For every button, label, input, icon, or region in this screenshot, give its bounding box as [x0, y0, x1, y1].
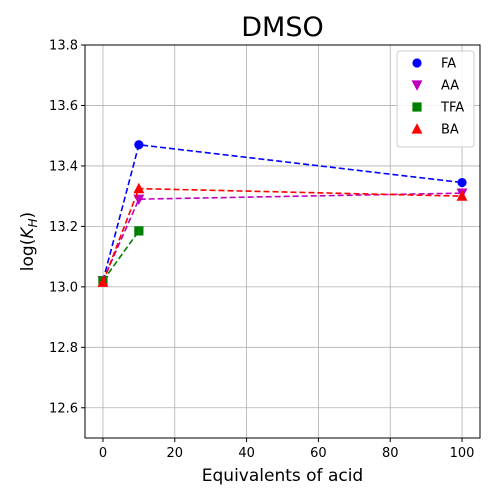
x-tick-label: 100 [450, 446, 475, 461]
data-point-ba [456, 190, 468, 201]
series-fa [98, 140, 467, 286]
data-point-tfa [134, 226, 144, 236]
series-line-fa [102, 143, 463, 282]
y-tick-label: 13.2 [49, 220, 78, 235]
x-axis-ticks: 0 20 40 60 80 100 [99, 438, 475, 461]
x-tick-label: 0 [99, 446, 107, 461]
y-axis-ticks: 12.6 12.8 13.0 13.2 13.4 13.6 13.8 [49, 39, 85, 416]
x-tick-label: 80 [382, 446, 399, 461]
legend-marker-aa [411, 80, 423, 91]
data-point-aa [133, 194, 145, 206]
legend-label-aa: AA [441, 79, 459, 94]
y-tick-label: 13.0 [49, 280, 78, 295]
data-point-fa [457, 177, 467, 188]
series-group [97, 140, 468, 287]
y-tick-label: 12.8 [49, 341, 78, 356]
y-tick-label: 13.8 [49, 39, 78, 54]
data-point-fa [134, 140, 144, 150]
y-tick-label: 13.6 [49, 99, 78, 114]
legend-label-tfa: TFA [440, 101, 464, 116]
series-aa [97, 188, 468, 287]
y-tick-label: 12.6 [49, 401, 78, 416]
legend-label-fa: FA [441, 57, 456, 72]
y-axis-label: log(KH) [18, 212, 40, 271]
legend: FA AA TFA BA [396, 50, 475, 148]
legend-marker-ba [411, 123, 423, 134]
plot-frame [84, 44, 481, 439]
series-line-aa [102, 192, 463, 282]
legend-box [396, 50, 475, 148]
legend-marker-fa [412, 58, 422, 68]
x-axis-label: Equivalents of acid [202, 466, 363, 486]
y-tick-label: 13.4 [49, 159, 78, 174]
x-tick-label: 20 [166, 446, 183, 461]
legend-marker-tfa [412, 102, 422, 112]
series-ba [97, 182, 468, 287]
data-point-ba [97, 276, 109, 287]
legend-label-ba: BA [441, 123, 459, 138]
series-line-tfa [102, 230, 140, 282]
series-line-ba [102, 187, 463, 283]
chart-title: DMSO [241, 12, 323, 43]
x-tick-label: 40 [238, 446, 255, 461]
data-point-ba [133, 182, 145, 194]
x-tick-label: 60 [310, 446, 327, 461]
